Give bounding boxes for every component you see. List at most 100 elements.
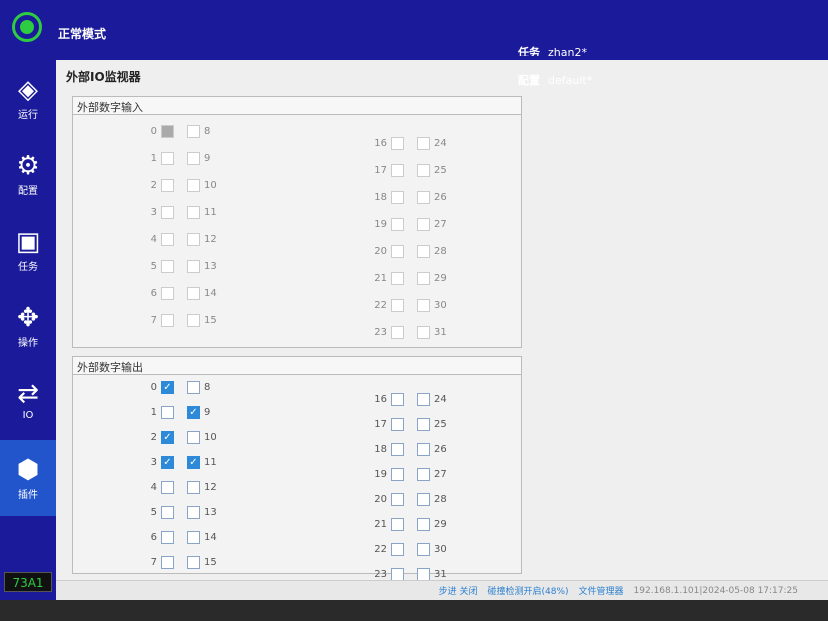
sidebar-item-io[interactable]: ⇄ IO	[0, 364, 56, 440]
file-manager-link[interactable]: 文件管理器	[578, 587, 624, 597]
io-checkbox[interactable]	[187, 260, 200, 273]
io-checkbox[interactable]	[417, 543, 430, 556]
io-checkbox[interactable]	[391, 518, 404, 531]
io-10[interactable]: 10	[183, 431, 217, 444]
io-checkbox[interactable]	[161, 531, 174, 544]
io-9[interactable]: ✓ 9	[183, 406, 210, 419]
io-8[interactable]: 8	[183, 125, 210, 138]
io-25[interactable]: 25	[413, 164, 447, 177]
io-checkbox[interactable]	[161, 506, 174, 519]
io-6[interactable]: 6	[143, 531, 178, 544]
io-checkbox[interactable]	[391, 218, 404, 231]
io-checkbox[interactable]	[187, 314, 200, 327]
io-2[interactable]: 2 ✓	[143, 431, 178, 444]
io-30[interactable]: 30	[413, 543, 447, 556]
io-checkbox[interactable]	[187, 206, 200, 219]
io-checkbox[interactable]	[161, 152, 174, 165]
io-7[interactable]: 7	[143, 556, 178, 569]
step-status[interactable]: 步进 关闭	[438, 587, 478, 597]
io-checkbox[interactable]	[391, 272, 404, 285]
io-12[interactable]: 12	[183, 481, 217, 494]
io-checkbox[interactable]	[161, 233, 174, 246]
io-checkbox[interactable]	[391, 326, 404, 339]
io-checkbox[interactable]	[417, 218, 430, 231]
io-0[interactable]: 0 ✓	[143, 381, 178, 394]
io-checkbox[interactable]	[161, 556, 174, 569]
io-5[interactable]: 5	[143, 260, 178, 273]
io-checkbox[interactable]	[417, 518, 430, 531]
io-19[interactable]: 19	[373, 468, 408, 481]
io-4[interactable]: 4	[143, 233, 178, 246]
io-checkbox[interactable]	[417, 245, 430, 258]
io-checkbox[interactable]	[187, 506, 200, 519]
io-14[interactable]: 14	[183, 531, 217, 544]
io-12[interactable]: 12	[183, 233, 217, 246]
io-checkbox[interactable]	[161, 481, 174, 494]
io-checkbox[interactable]	[187, 381, 200, 394]
io-22[interactable]: 22	[373, 543, 408, 556]
io-3[interactable]: 3 ✓	[143, 456, 178, 469]
io-25[interactable]: 25	[413, 418, 447, 431]
io-checkbox[interactable]	[187, 431, 200, 444]
io-checkbox[interactable]	[161, 314, 174, 327]
io-22[interactable]: 22	[373, 299, 408, 312]
io-checkbox[interactable]	[417, 418, 430, 431]
io-checkbox[interactable]	[417, 393, 430, 406]
sidebar-item-operate[interactable]: ✥ 操作	[0, 288, 56, 364]
io-checkbox[interactable]	[161, 260, 174, 273]
io-21[interactable]: 21	[373, 518, 408, 531]
io-21[interactable]: 21	[373, 272, 408, 285]
io-checkbox[interactable]	[417, 164, 430, 177]
io-19[interactable]: 19	[373, 218, 408, 231]
io-1[interactable]: 1	[143, 406, 178, 419]
io-checkbox[interactable]	[391, 443, 404, 456]
io-checkbox[interactable]	[417, 468, 430, 481]
io-checkbox[interactable]	[417, 191, 430, 204]
io-31[interactable]: 31	[413, 568, 447, 581]
io-13[interactable]: 13	[183, 260, 217, 273]
io-8[interactable]: 8	[183, 381, 210, 394]
io-checkbox[interactable]	[417, 299, 430, 312]
io-checkbox[interactable]	[417, 326, 430, 339]
io-17[interactable]: 17	[373, 164, 408, 177]
io-5[interactable]: 5	[143, 506, 178, 519]
io-29[interactable]: 29	[413, 518, 447, 531]
io-checkbox[interactable]	[187, 179, 200, 192]
io-checkbox[interactable]	[417, 272, 430, 285]
io-checkbox[interactable]	[161, 287, 174, 300]
io-checkbox[interactable]	[391, 468, 404, 481]
io-checkbox[interactable]	[187, 233, 200, 246]
io-9[interactable]: 9	[183, 152, 210, 165]
io-checkbox[interactable]	[391, 393, 404, 406]
sidebar-item-task[interactable]: ▣ 任务	[0, 212, 56, 288]
io-14[interactable]: 14	[183, 287, 217, 300]
io-27[interactable]: 27	[413, 468, 447, 481]
io-13[interactable]: 13	[183, 506, 217, 519]
io-checkbox[interactable]	[417, 493, 430, 506]
io-checkbox[interactable]	[187, 556, 200, 569]
io-checkbox[interactable]	[391, 137, 404, 150]
io-checkbox[interactable]	[391, 418, 404, 431]
io-checkbox[interactable]	[187, 152, 200, 165]
io-29[interactable]: 29	[413, 272, 447, 285]
io-checkbox[interactable]: ✓	[161, 456, 174, 469]
io-26[interactable]: 26	[413, 191, 447, 204]
io-checkbox[interactable]: ✓	[187, 456, 200, 469]
io-checkbox[interactable]	[161, 406, 174, 419]
io-checkbox[interactable]	[391, 191, 404, 204]
io-11[interactable]: 11	[183, 206, 217, 219]
io-checkbox[interactable]: ✓	[161, 431, 174, 444]
io-0[interactable]: 0	[143, 125, 178, 138]
io-checkbox[interactable]	[391, 164, 404, 177]
io-4[interactable]: 4	[143, 481, 178, 494]
io-27[interactable]: 27	[413, 218, 447, 231]
sidebar-item-config[interactable]: ⚙ 配置	[0, 136, 56, 212]
io-26[interactable]: 26	[413, 443, 447, 456]
io-checkbox[interactable]	[161, 179, 174, 192]
io-28[interactable]: 28	[413, 245, 447, 258]
io-1[interactable]: 1	[143, 152, 178, 165]
io-checkbox[interactable]	[417, 443, 430, 456]
io-6[interactable]: 6	[143, 287, 178, 300]
io-24[interactable]: 24	[413, 137, 447, 150]
io-28[interactable]: 28	[413, 493, 447, 506]
